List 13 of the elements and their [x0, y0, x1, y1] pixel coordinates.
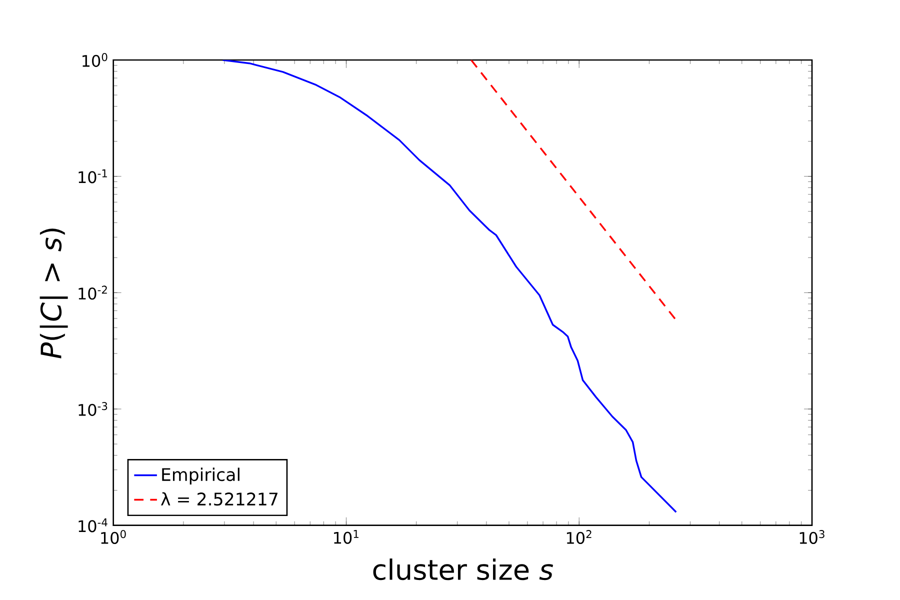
- legend-label: Empirical: [162, 468, 240, 484]
- x-tick-label: 10$^{3}$: [800, 530, 824, 544]
- legend-label: λ = 2.521217: [160, 492, 278, 506]
- x-tick-label: 10$^{2}$: [566, 530, 592, 544]
- y-axis-title: P(|C| > s): [40, 228, 68, 358]
- x-tick-label: 10$^{1}$: [334, 530, 358, 544]
- y-tick-label: 10$^{0}$: [82, 53, 108, 67]
- x-tick-label: 10$^{0}$: [101, 530, 126, 544]
- x-axis-title: cluster size s: [373, 558, 554, 580]
- y-tick-label: 10$^{-2}$: [78, 286, 107, 300]
- y-tick-label: 10$^{-4}$: [78, 518, 108, 532]
- y-tick-label: 10$^{-3}$: [78, 402, 108, 416]
- y-tick-label: 10$^{-1}$: [78, 169, 107, 184]
